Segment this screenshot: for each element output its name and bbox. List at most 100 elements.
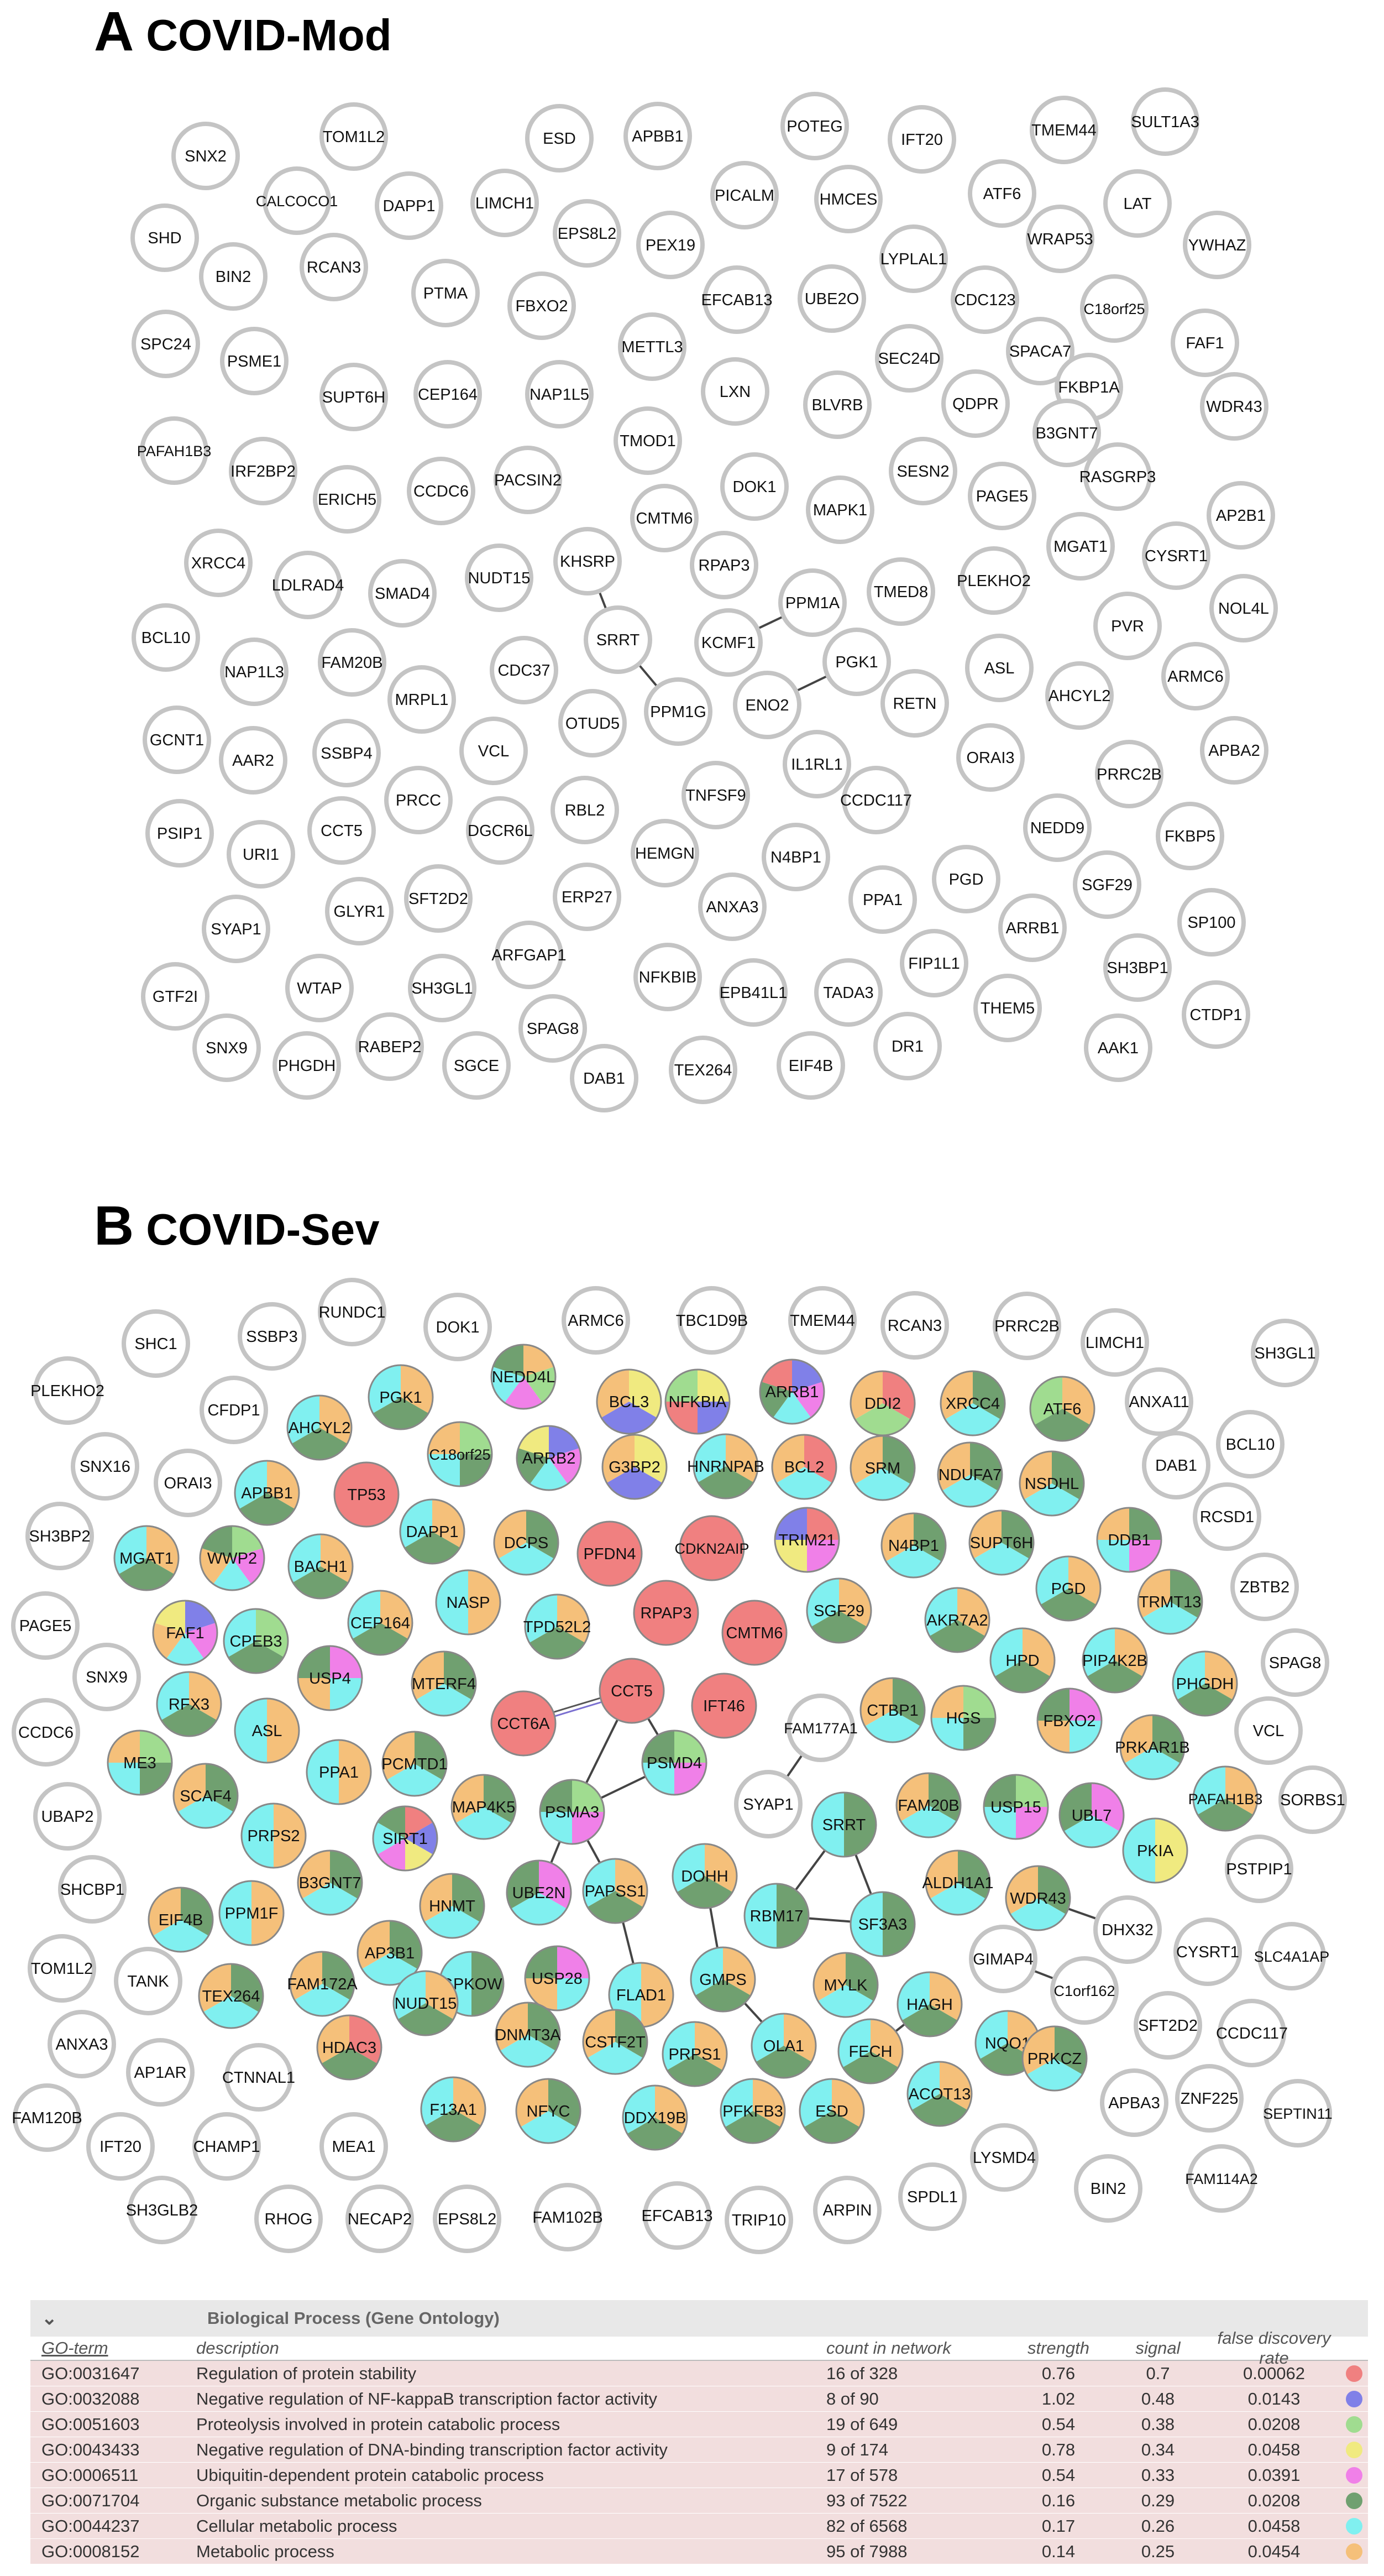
network-b-node-cstf2t[interactable]: CSTF2T (582, 2009, 648, 2075)
network-a-node-arfgap1[interactable]: ARFGAP1 (491, 921, 567, 989)
network-b-node-mterf4[interactable]: MTERF4 (411, 1650, 477, 1717)
col-go-term[interactable]: GO-term (41, 2338, 108, 2358)
network-b-node-fech[interactable]: FECH (837, 2018, 904, 2084)
network-b-node-anxa3[interactable]: ANXA3 (48, 2010, 116, 2078)
network-a-node-pacsin2[interactable]: PACSIN2 (494, 446, 562, 514)
network-a-node-them5[interactable]: THEM5 (973, 974, 1042, 1042)
go-table-row[interactable]: GO:0043433 Negative regulation of DNA-bin… (30, 2437, 1368, 2463)
network-a-node-nol4l[interactable]: NOL4L (1209, 574, 1278, 642)
network-b-node-champ1[interactable]: CHAMP1 (192, 2112, 261, 2181)
network-b-node-hnrnpab[interactable]: HNRNPAB (687, 1433, 764, 1499)
network-a-node-bin2[interactable]: BIN2 (199, 242, 268, 311)
network-b-node-ubap2[interactable]: UBAP2 (33, 1782, 102, 1851)
network-a-node-page5[interactable]: PAGE5 (968, 462, 1036, 530)
network-a-node-wrap53[interactable]: WRAP53 (1026, 205, 1094, 273)
network-a-node-sec24d[interactable]: SEC24D (875, 324, 943, 393)
network-a-node-ppa1[interactable]: PPA1 (848, 865, 917, 934)
network-a-node-ube2o[interactable]: UBE2O (798, 264, 866, 333)
network-a-node-kcmf1[interactable]: KCMF1 (694, 608, 763, 677)
network-b-node-pgk1[interactable]: PGK1 (368, 1364, 434, 1430)
network-a-node-fkbp5[interactable]: FKBP5 (1156, 802, 1224, 870)
network-a-node-cmtm6[interactable]: CMTM6 (630, 484, 699, 552)
network-b-node-nqo1[interactable]: NQO1 (974, 2010, 1041, 2076)
network-b-node-snx9[interactable]: SNX9 (72, 1643, 141, 1711)
network-b-node-me3[interactable]: ME3 (107, 1729, 173, 1796)
network-b-node-dok1[interactable]: DOK1 (423, 1293, 492, 1361)
network-b-node-dohh[interactable]: DOHH (672, 1843, 738, 1909)
network-b-node-mylk[interactable]: MYLK (812, 1952, 879, 2018)
network-a-node-pex19[interactable]: PEX19 (636, 211, 705, 279)
network-b-node-nudt15[interactable]: NUDT15 (392, 1970, 459, 2036)
network-b-node-prkcz[interactable]: PRKCZ (1021, 2025, 1088, 2092)
network-b-node-necap2[interactable]: NECAP2 (345, 2185, 414, 2253)
network-b-node-ap3b1[interactable]: AP3B1 (357, 1920, 423, 1986)
network-b-node-wwp2[interactable]: WWP2 (199, 1525, 265, 1591)
network-b-node-tank[interactable]: TANK (114, 1947, 182, 2015)
network-b-node-tbc1d9b[interactable]: TBC1D9B (676, 1286, 748, 1355)
network-a-node-supt6h[interactable]: SUPT6H (319, 363, 388, 431)
network-b-node-esd[interactable]: ESD (799, 2078, 865, 2144)
network-b-node-zbtb2[interactable]: ZBTB2 (1230, 1553, 1299, 1621)
network-a-node-sp100[interactable]: SP100 (1177, 888, 1246, 957)
network-a-node-dok1[interactable]: DOK1 (720, 452, 789, 521)
network-b-node-ubl7[interactable]: UBL7 (1058, 1782, 1125, 1848)
network-b-node-pip4k2b[interactable]: PIP4K2B (1082, 1627, 1148, 1694)
network-b-node-rhog[interactable]: RHOG (254, 2185, 323, 2253)
network-b-node-pfkfb3[interactable]: PFKFB3 (720, 2078, 786, 2144)
network-b-node-cdkn2aip[interactable]: CDKN2AIP (674, 1515, 749, 1581)
network-b-node-dab1[interactable]: DAB1 (1142, 1431, 1210, 1499)
network-b-node-fbxo2[interactable]: FBXO2 (1036, 1687, 1103, 1754)
network-a-node-apbb1[interactable]: APBB1 (623, 102, 692, 170)
network-a-node-psme1[interactable]: PSME1 (220, 327, 289, 395)
network-a-node-ppm1a[interactable]: PPM1A (778, 568, 847, 637)
network-b-node-hagh[interactable]: HAGH (897, 1971, 963, 2037)
network-b-node-map4k5[interactable]: MAP4K5 (450, 1774, 517, 1840)
network-b-node-nasp[interactable]: NASP (435, 1569, 501, 1636)
network-a-node-sh3gl1[interactable]: SH3GL1 (408, 954, 476, 1022)
network-b-node-cysrt1[interactable]: CYSRT1 (1173, 1917, 1242, 1986)
network-b-node-fam102b[interactable]: FAM102B (532, 2183, 603, 2251)
network-b-node-akr7a2[interactable]: AKR7A2 (924, 1587, 990, 1653)
network-b-node-mgat1[interactable]: MGAT1 (113, 1525, 180, 1591)
network-b-node-eif4b[interactable]: EIF4B (148, 1887, 214, 1953)
network-b-node-mea1[interactable]: MEA1 (319, 2112, 388, 2181)
go-table-row[interactable]: GO:0031647 Regulation of protein stabilit… (30, 2361, 1368, 2386)
col-count[interactable]: count in network (826, 2338, 951, 2358)
network-a-node-plekho2[interactable]: PLEKHO2 (957, 546, 1031, 615)
network-a-node-uri1[interactable]: URI1 (227, 820, 295, 889)
go-color-dot[interactable] (1346, 2543, 1362, 2560)
network-b-node-gmps[interactable]: GMPS (690, 1946, 756, 2013)
network-a-node-ssbp4[interactable]: SSBP4 (312, 719, 381, 787)
network-b-node-sirt1[interactable]: SIRT1 (372, 1805, 438, 1872)
network-a-node-epb41l1[interactable]: EPB41L1 (719, 958, 788, 1027)
chevron-down-icon[interactable]: ⌄ (41, 2308, 57, 2329)
network-a-node-cdc123[interactable]: CDC123 (951, 265, 1019, 334)
go-table-row[interactable]: GO:0071704 Organic substance metabolic pr… (30, 2488, 1368, 2514)
network-b-node-c1orf162[interactable]: C1orf162 (1050, 1956, 1119, 2025)
network-b-node-ssbp3[interactable]: SSBP3 (238, 1302, 306, 1371)
network-b-node-cep164[interactable]: CEP164 (347, 1590, 413, 1656)
network-b-node-nfkbia[interactable]: NFKBIA (664, 1368, 731, 1435)
network-b-node-n4bp1[interactable]: N4BP1 (880, 1512, 947, 1579)
network-b-node-tmem44[interactable]: TMEM44 (788, 1286, 857, 1355)
network-a-node-il1rl1[interactable]: IL1RL1 (783, 730, 851, 798)
network-b-node-spag8[interactable]: SPAG8 (1261, 1628, 1329, 1697)
network-a-node-nap1l3[interactable]: NAP1L3 (220, 638, 289, 706)
network-a-node-ahcyl2[interactable]: AHCYL2 (1045, 661, 1114, 730)
network-a-node-gcnt1[interactable]: GCNT1 (143, 706, 211, 774)
network-a-node-rabep2[interactable]: RABEP2 (355, 1012, 424, 1081)
go-table-row[interactable]: GO:0051603 Proteolysis involved in protei… (30, 2412, 1368, 2437)
network-b-node-sh3gl1[interactable]: SH3GL1 (1251, 1319, 1319, 1387)
network-a-node-pvr[interactable]: PVR (1093, 592, 1162, 660)
network-b-node-phgdh[interactable]: PHGDH (1172, 1650, 1238, 1717)
network-b-node-apbb1[interactable]: APBB1 (234, 1460, 300, 1526)
network-b-node-pgd[interactable]: PGD (1035, 1555, 1102, 1622)
network-a-node-erp27[interactable]: ERP27 (553, 863, 621, 931)
network-a-node-spaca7[interactable]: SPACA7 (1006, 317, 1074, 385)
network-a-node-tmod1[interactable]: TMOD1 (614, 406, 682, 475)
network-a-node-cdc37[interactable]: CDC37 (490, 636, 558, 704)
network-b-node-fam177a1[interactable]: FAM177A1 (784, 1694, 858, 1762)
network-b-node-limch1[interactable]: LIMCH1 (1081, 1308, 1149, 1377)
network-a-node-xrcc4[interactable]: XRCC4 (184, 529, 253, 597)
network-a-node-rasgrp3[interactable]: RASGRP3 (1079, 442, 1156, 511)
